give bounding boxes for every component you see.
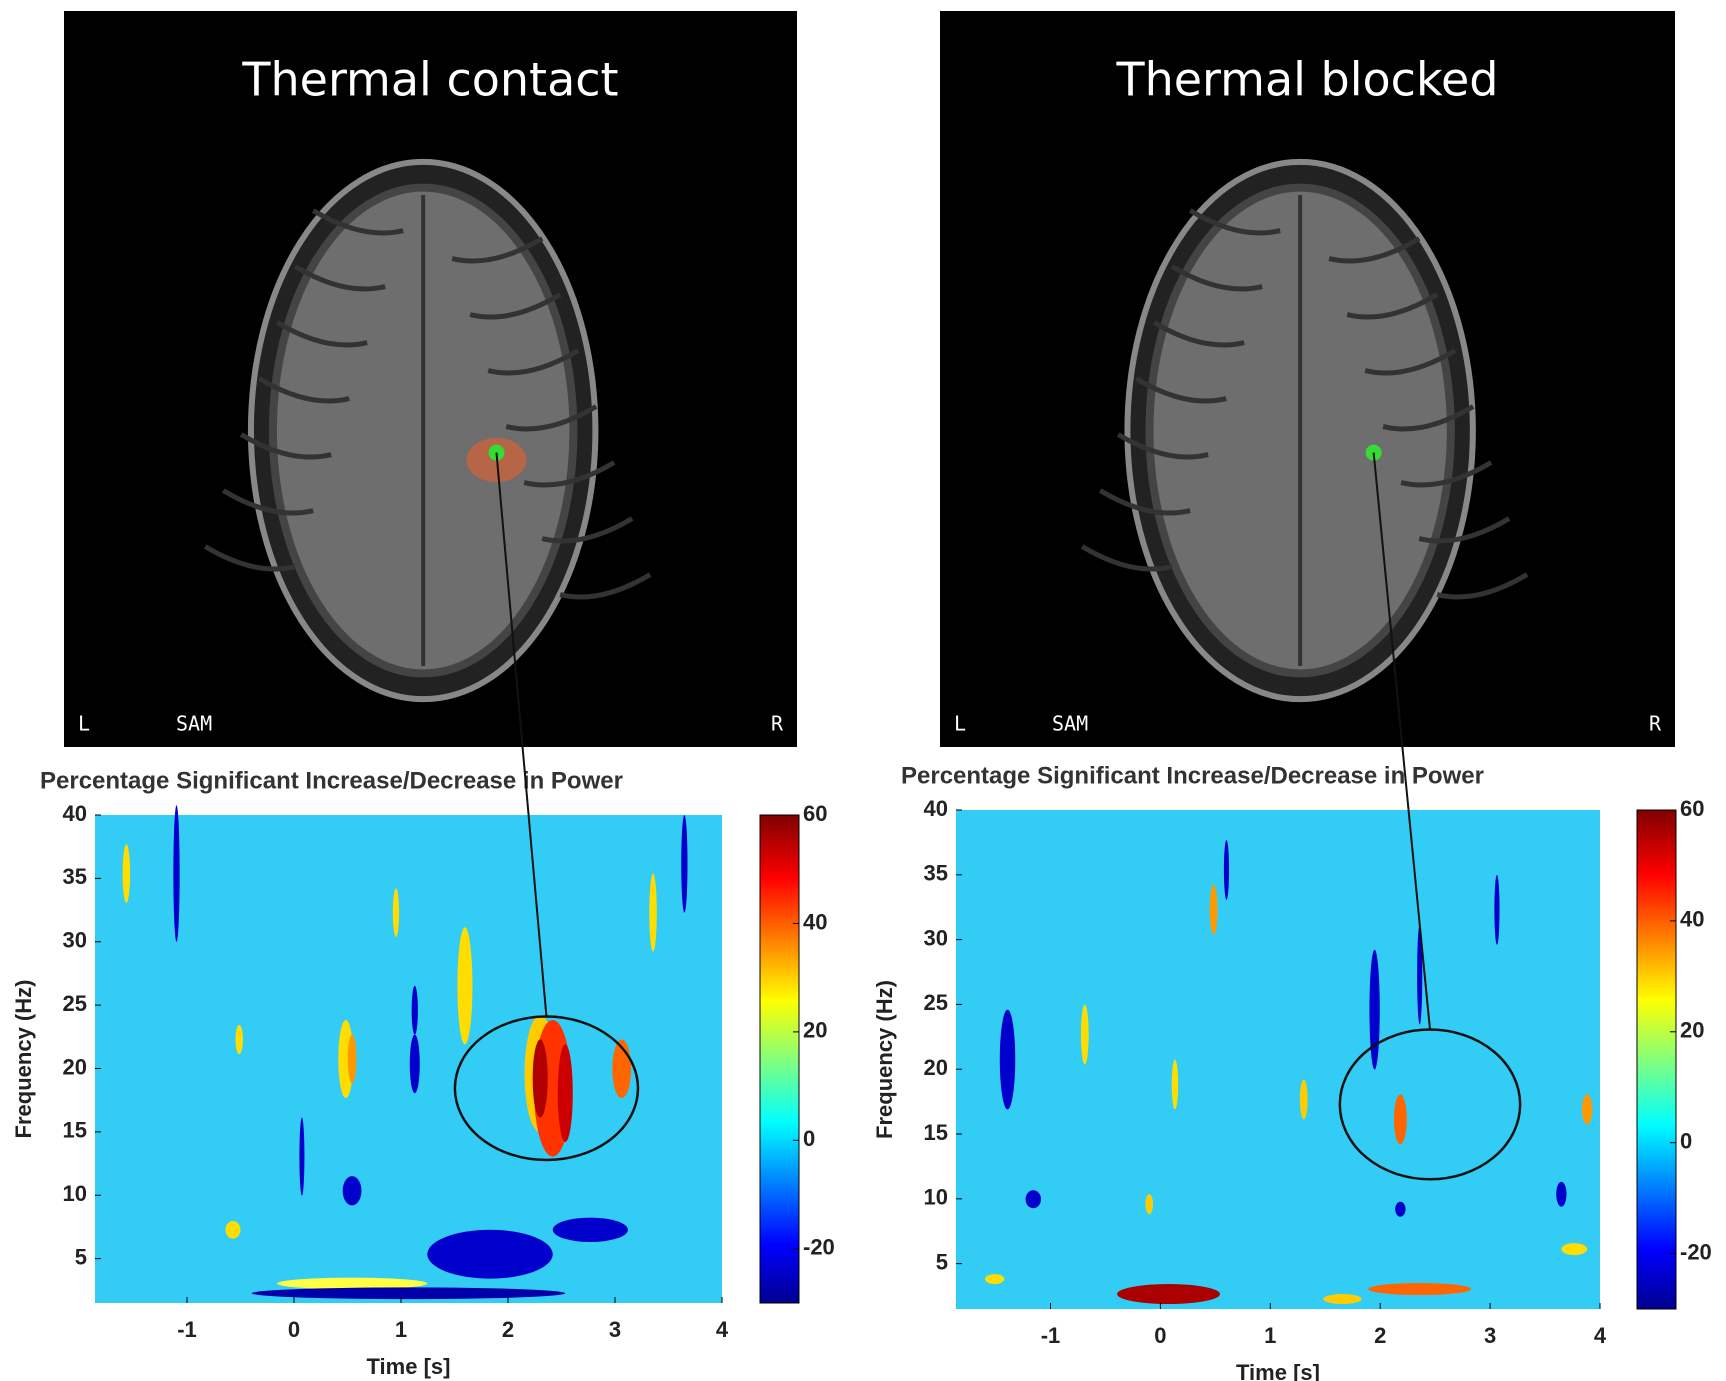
heat-blob	[1300, 1079, 1308, 1119]
heat-blob	[1561, 1243, 1587, 1255]
colorbar-tick-label: 0	[803, 1126, 815, 1151]
y-tick-label: 15	[63, 1118, 87, 1143]
heat-blob	[1026, 1190, 1041, 1208]
y-tick-label: 20	[924, 1055, 948, 1080]
heat-blob	[225, 1221, 240, 1239]
heat-blob	[235, 1025, 243, 1054]
colorbar-tick-label: 20	[1680, 1018, 1704, 1043]
y-tick-label: 10	[924, 1185, 948, 1210]
y-axis-label: Frequency (Hz)	[11, 980, 36, 1139]
right-label: R	[771, 712, 784, 736]
y-tick-label: 35	[63, 864, 87, 889]
colorbar	[1637, 810, 1676, 1309]
heat-blob	[649, 874, 657, 952]
heat-blob	[412, 986, 418, 1035]
mri-title: Thermal blocked	[1116, 53, 1499, 107]
heat-blob	[1145, 1194, 1153, 1214]
heat-blob	[1323, 1294, 1362, 1304]
x-tick-label: 3	[1484, 1323, 1496, 1348]
heat-blob	[1000, 1010, 1015, 1110]
x-tick-label: 4	[716, 1317, 729, 1342]
heat-blob	[123, 844, 131, 903]
heat-blob	[173, 805, 179, 942]
x-tick-label: 3	[609, 1317, 621, 1342]
heat-blob	[410, 1035, 420, 1094]
heat-blob	[558, 1044, 573, 1142]
colorbar-tick-label: 20	[803, 1018, 827, 1043]
plot-title: Percentage Significant Increase/Decrease…	[40, 767, 623, 794]
x-tick-label: 2	[1374, 1323, 1386, 1348]
figure: Thermal contact L SAM R Percentage Significa…	[0, 0, 1726, 1381]
y-tick-label: 15	[924, 1120, 948, 1145]
heat-blob	[252, 1287, 566, 1299]
heat-blob	[1369, 950, 1379, 1070]
colorbar-tick-label: 40	[803, 909, 827, 934]
heat-blob	[457, 927, 472, 1044]
x-tick-label: 4	[1594, 1323, 1607, 1348]
y-tick-label: 30	[924, 925, 948, 950]
x-tick-label: -1	[177, 1317, 197, 1342]
method-label: SAM	[176, 712, 212, 736]
heat-blob	[1224, 840, 1229, 900]
x-tick-label: -1	[1041, 1323, 1061, 1348]
colorbar-tick-label: 40	[1680, 907, 1704, 932]
heat-blob	[1172, 1060, 1178, 1110]
colorbar-tick-label: -20	[803, 1235, 835, 1260]
method-label: SAM	[1052, 712, 1088, 736]
heat-blob	[533, 1039, 548, 1117]
heat-blob	[299, 1118, 304, 1196]
colorbar-tick-label: 60	[803, 801, 827, 826]
x-tick-label: 0	[288, 1317, 300, 1342]
y-tick-label: 10	[63, 1181, 87, 1206]
y-tick-label: 20	[63, 1054, 87, 1079]
x-axis-label: Time [s]	[1236, 1360, 1320, 1381]
left-label: L	[954, 712, 966, 736]
y-tick-label: 35	[924, 861, 948, 886]
y-axis-label: Frequency (Hz)	[872, 980, 897, 1139]
mri-title: Thermal contact	[241, 53, 618, 107]
heat-blob	[1394, 1094, 1407, 1144]
y-tick-label: 40	[63, 801, 87, 826]
x-tick-label: 2	[502, 1317, 514, 1342]
heat-blob	[1210, 885, 1218, 935]
plot-title: Percentage Significant Increase/Decrease…	[901, 762, 1484, 789]
heat-blob	[1081, 1005, 1089, 1065]
left-label: L	[78, 712, 90, 736]
heat-blob	[1395, 1202, 1405, 1217]
heat-blob	[1582, 1094, 1592, 1124]
heat-blob	[681, 815, 687, 913]
heat-blob	[1368, 1283, 1471, 1295]
colorbar-tick-label: 0	[1680, 1128, 1692, 1153]
x-tick-label: 1	[395, 1317, 407, 1342]
page: {"panels":[ {"title":"Thermal contact","…	[0, 0, 1726, 1381]
heat-blob	[427, 1230, 552, 1279]
y-tick-label: 40	[924, 796, 948, 821]
y-tick-label: 5	[936, 1249, 948, 1274]
heat-blob	[985, 1274, 1004, 1284]
right-label: R	[1649, 712, 1662, 736]
heat-blob	[393, 888, 399, 937]
colorbar-tick-label: 60	[1680, 796, 1704, 821]
heat-blob	[553, 1218, 628, 1242]
y-tick-label: 5	[75, 1244, 87, 1269]
x-tick-label: 1	[1264, 1323, 1276, 1348]
y-tick-label: 25	[63, 991, 87, 1016]
y-tick-label: 30	[63, 928, 87, 953]
heat-blob	[1117, 1284, 1220, 1304]
heat-blob	[1494, 875, 1499, 945]
colorbar-tick-label: -20	[1680, 1239, 1712, 1264]
y-tick-label: 25	[924, 990, 948, 1015]
x-axis-label: Time [s]	[367, 1354, 451, 1379]
x-tick-label: 0	[1154, 1323, 1166, 1348]
heat-blob	[343, 1176, 362, 1205]
heat-blob	[1556, 1182, 1566, 1207]
heat-blob	[348, 1035, 357, 1084]
colorbar	[760, 815, 799, 1303]
